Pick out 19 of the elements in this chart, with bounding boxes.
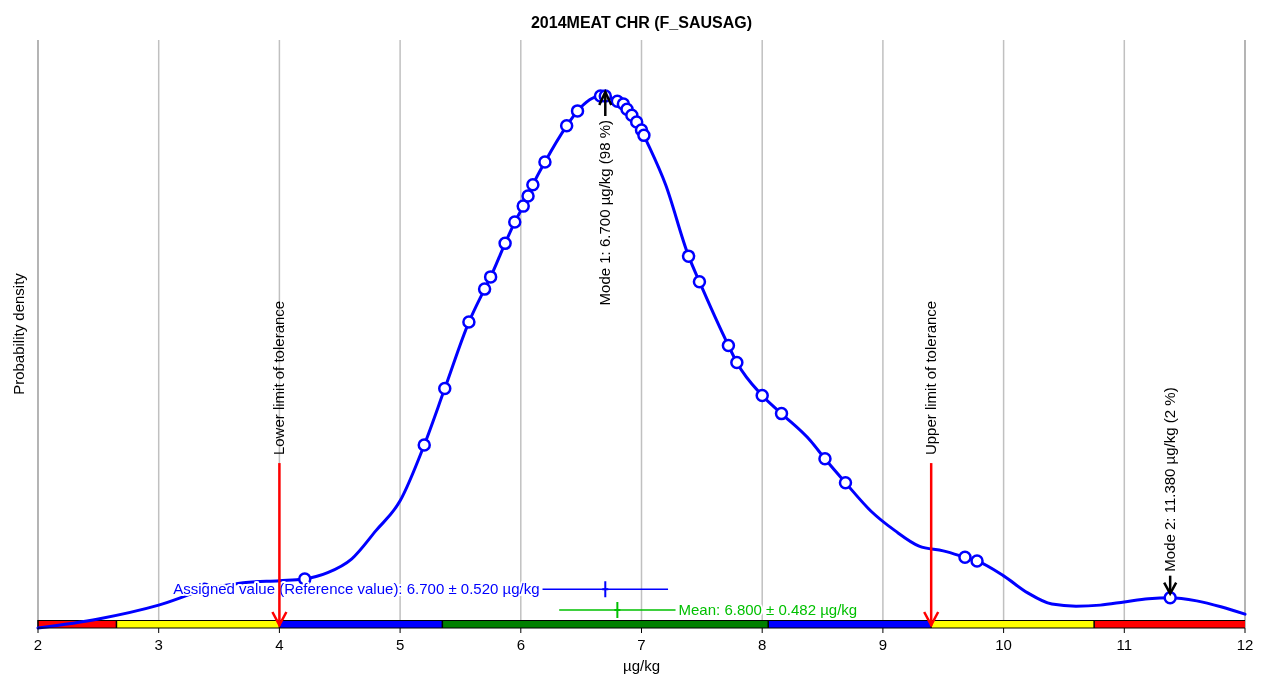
ref-line-label: Upper limit of tolerance [922,300,940,456]
x-tick-label: 11 [1116,636,1133,653]
x-tick-label: 9 [878,636,888,653]
annotation: Mode 1: 6.700 µg/kg (98 %) [596,120,614,306]
x-tick-label: 8 [758,636,767,653]
x-axis-title: µg/kg [623,657,660,674]
x-tick-label: 5 [395,636,405,653]
x-tick-label: 10 [995,636,1012,653]
y-axis-title: Probability density [10,272,27,395]
text: Mean: 6.800 ± 0.482 µg/kg [678,601,858,619]
annotation: Mode 2: 11.380 µg/kg (2 %) [1161,387,1179,572]
x-tick-label: 7 [637,636,646,653]
x-tick-label: 12 [1236,636,1254,653]
x-tick-label: 6 [516,636,525,653]
ref-line-label: Lower limit of tolerance [270,300,288,456]
x-tick-label: 4 [275,636,284,653]
chart-title: 2014MEAT CHR (F_SAUSAG) [530,14,753,31]
x-tick-label: 3 [154,636,163,653]
x-tick-label: 2 [33,636,43,653]
